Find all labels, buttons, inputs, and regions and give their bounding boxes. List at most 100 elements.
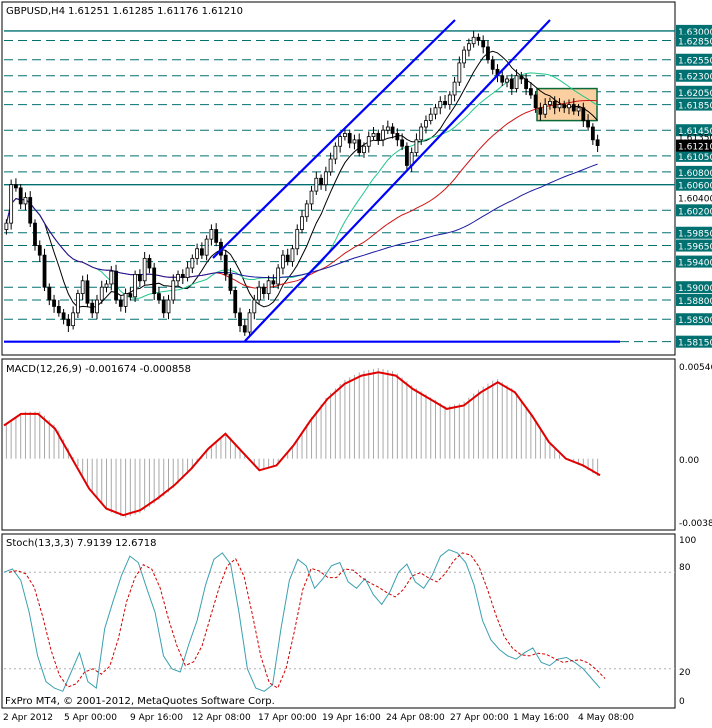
candle-body — [195, 248, 200, 259]
candles-layer — [4, 30, 600, 338]
candle-body — [257, 286, 261, 301]
level-label: 1.60200 — [678, 207, 712, 217]
candle-body — [190, 257, 195, 269]
ohlc-label: 1.61251 1.61285 1.61176 1.61210 — [68, 6, 243, 17]
candle-body — [586, 120, 590, 128]
macd-signal-line — [3, 371, 601, 517]
candle-body — [261, 286, 266, 295]
price-panel-frame — [1, 1, 676, 356]
level-label: 1.63000 — [678, 28, 712, 38]
candle-body — [295, 229, 300, 250]
candle-body — [28, 197, 33, 224]
candle-body — [266, 280, 271, 295]
candle-body — [95, 299, 99, 314]
candle-body — [147, 257, 152, 269]
level-label-bg — [676, 226, 712, 239]
candle-body — [557, 104, 562, 109]
candle-body — [281, 254, 285, 269]
candle-body — [519, 75, 524, 80]
candle-body — [133, 273, 138, 298]
level-label: 1.60800 — [678, 169, 712, 179]
candle-body — [80, 280, 85, 295]
candle-body — [352, 139, 357, 144]
candle-body — [180, 273, 185, 278]
ma-long-line — [5, 163, 598, 279]
candle-body — [490, 59, 495, 70]
candle-body — [419, 126, 424, 141]
candle-body — [314, 177, 319, 192]
candle-body — [538, 107, 543, 115]
time-tick: 27 Apr 00:00 — [450, 713, 509, 723]
time-tick: 17 Apr 00:00 — [258, 713, 317, 723]
candle-body — [228, 273, 233, 291]
axis-label: 1.61350 — [678, 134, 712, 144]
candle-body — [42, 254, 47, 288]
time-tick: 24 Apr 08:00 — [386, 713, 445, 723]
level-label: 1.62050 — [678, 89, 712, 99]
level-label: 1.61450 — [678, 127, 712, 137]
level-label: 1.59850 — [678, 230, 712, 240]
candle-body — [571, 104, 576, 112]
candle-body — [52, 299, 56, 307]
level-label-bg — [676, 149, 712, 162]
horizontal-levels-layer — [4, 30, 675, 343]
candle-body — [199, 248, 204, 256]
candle-body — [61, 312, 66, 320]
candle-body — [509, 78, 514, 89]
candle-body — [514, 75, 519, 89]
candle-body — [328, 158, 333, 173]
candle-body — [304, 203, 309, 218]
candle-body — [366, 136, 371, 147]
candle-body — [338, 136, 343, 147]
candle-body — [23, 197, 28, 205]
level-label-bg — [676, 165, 712, 178]
level-label-bg — [676, 335, 712, 348]
level-label-bg — [676, 239, 712, 252]
stoch-layer — [3, 549, 675, 692]
macd-axis-top: 0.00546 — [679, 363, 712, 373]
candle-body — [481, 40, 486, 48]
stoch-title: Stoch(13,3,3) 7.9139 12.6718 — [6, 538, 157, 549]
copyright-label: FxPro MT4, © 2001-2012, MetaQuotes Softw… — [5, 696, 275, 707]
level-label-bg — [676, 313, 712, 326]
candle-body — [309, 190, 314, 205]
candle-body — [14, 184, 18, 189]
macd-panel-frame — [1, 358, 676, 531]
level-label: 1.61050 — [678, 153, 712, 163]
level-label-bg — [676, 69, 712, 82]
level-label-bg — [676, 178, 712, 191]
time-axis: 2 Apr 2012 5 Apr 00:00 9 Apr 16:00 12 Ap… — [3, 713, 634, 723]
level-label: 1.58800 — [678, 297, 712, 307]
macd-axis-zero: 0.00 — [679, 456, 699, 466]
candle-body — [238, 312, 242, 327]
candle-body — [85, 280, 90, 304]
level-label: 1.62850 — [678, 38, 712, 48]
candle-body — [433, 107, 438, 115]
candle-body — [252, 299, 257, 314]
candle-body — [152, 267, 157, 295]
candle-body — [447, 94, 452, 105]
candle-body — [9, 184, 14, 224]
candle-body — [242, 325, 247, 333]
candle-body — [247, 312, 252, 333]
level-label: 1.58150 — [678, 339, 712, 349]
ma-fast-line — [5, 50, 598, 309]
candle-body — [66, 318, 71, 327]
candle-body — [276, 267, 281, 285]
level-label: 1.59400 — [678, 259, 712, 269]
candle-body — [567, 104, 571, 109]
candle-body — [157, 293, 161, 301]
axis-label: 1.60400 — [678, 194, 712, 204]
candle-body — [333, 145, 338, 160]
level-label-bg — [676, 98, 712, 111]
time-tick: 1 May 16:00 — [513, 713, 569, 723]
candle-body — [161, 299, 166, 314]
candle-body — [104, 283, 109, 288]
candle-body — [290, 248, 295, 262]
time-tick: 2 Apr 2012 — [3, 713, 53, 723]
candle-body — [18, 187, 23, 205]
candle-body — [543, 104, 548, 115]
